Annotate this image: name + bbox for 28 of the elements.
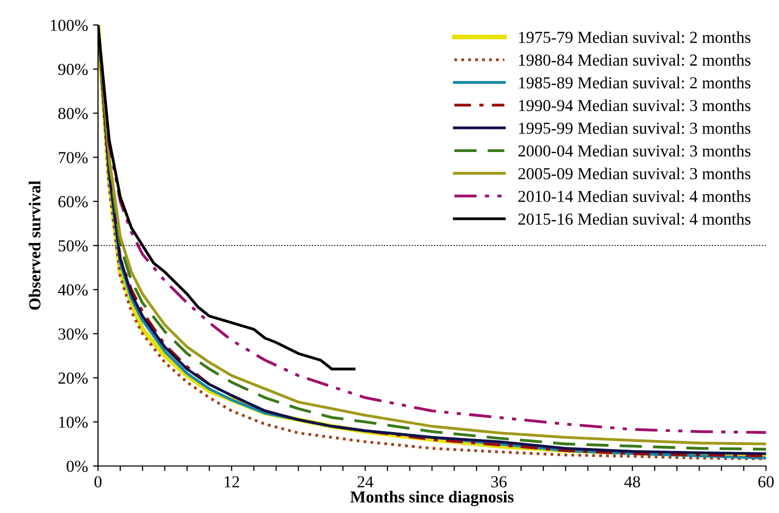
y-tick-label: 70% (58, 152, 88, 164)
y-tick-label: 10% (59, 416, 88, 428)
legend-label: 2005-09 Median suvival: 3 months (518, 168, 750, 180)
legend-label: 2015-16 Median suvival: 4 months (518, 213, 750, 225)
legend-label: 2010-14 Median suvival: 4 months (518, 190, 750, 202)
x-tick-label: 0 (94, 476, 102, 488)
y-tick-label: 60% (58, 196, 88, 208)
y-tick-label: 90% (58, 64, 88, 76)
y-tick-label: 40% (58, 284, 88, 296)
x-tick-label: 60 (758, 476, 774, 488)
y-tick-label: 80% (58, 108, 88, 120)
x-tick-label: 12 (224, 476, 240, 488)
legend-label: 2000-04 Median suvival: 3 months (518, 144, 750, 157)
legend-label: 1980-84 Median suvival: 2 months (519, 54, 750, 66)
legend-label: 1990-94 Median suvival: 3 months (519, 99, 750, 112)
x-axis-title: Months since diagnosis (350, 490, 514, 506)
legend-label: 1995-99 Median suvival: 3 months (519, 122, 750, 134)
y-tick-label: 50% (58, 240, 88, 252)
y-tick-label: 100% (50, 20, 88, 31)
y-tick-label: 30% (58, 328, 88, 340)
legend-label: 1985-89 Median suvival: 2 months (519, 76, 750, 89)
y-tick-label: 20% (58, 372, 88, 384)
y-axis-title: Observed survival (28, 180, 40, 310)
legend-label: 1975-79 Median suvival: 2 months (519, 31, 750, 44)
x-tick-label: 48 (624, 476, 640, 488)
x-tick-label: 24 (358, 476, 374, 488)
x-tick-label: 36 (491, 476, 507, 488)
y-tick-label: 0% (66, 460, 88, 472)
